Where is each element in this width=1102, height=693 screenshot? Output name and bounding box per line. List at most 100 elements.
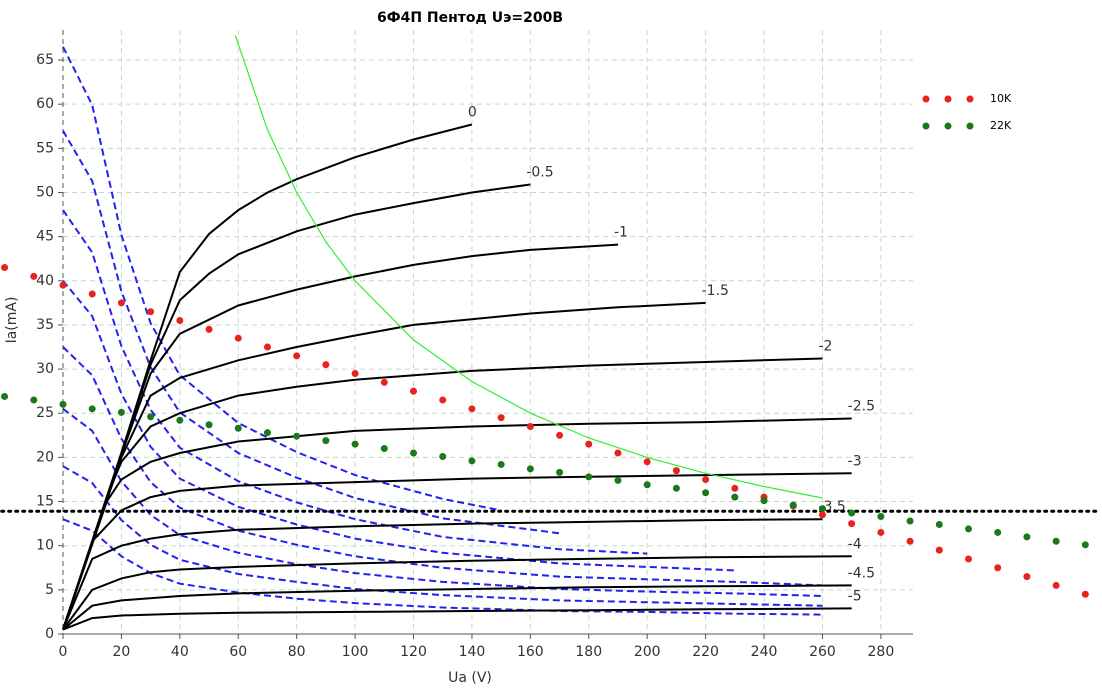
load-point bbox=[176, 416, 184, 424]
load-point bbox=[556, 468, 564, 476]
y-tick-label: 35 bbox=[36, 317, 54, 333]
load-point bbox=[789, 501, 797, 509]
load-point bbox=[818, 511, 826, 519]
legend-marker bbox=[966, 122, 974, 130]
load-point bbox=[1023, 533, 1031, 541]
load-point bbox=[439, 396, 447, 404]
load-point bbox=[176, 317, 184, 325]
x-tick-label: 220 bbox=[692, 644, 719, 660]
power-curve bbox=[234, 35, 823, 499]
x-tick-label: 160 bbox=[517, 644, 544, 660]
anode-curve bbox=[62, 301, 706, 630]
dashed-curve bbox=[62, 346, 823, 587]
x-axis-label: Ua (V) bbox=[448, 670, 492, 686]
load-point bbox=[322, 437, 330, 445]
x-tick-label: 120 bbox=[400, 644, 427, 660]
anode-curve bbox=[62, 518, 823, 630]
y-tick-label: 45 bbox=[36, 229, 54, 245]
chart-title: 6Ф4П Пентод Uэ=200В bbox=[377, 10, 563, 26]
x-tick-label: 40 bbox=[171, 644, 189, 660]
load-point bbox=[1, 392, 9, 400]
load-point bbox=[468, 457, 476, 465]
load-point bbox=[1052, 537, 1060, 545]
y-tick-label: 40 bbox=[36, 273, 54, 289]
curve-label: -2.5 bbox=[848, 399, 875, 415]
load-point bbox=[263, 429, 271, 437]
load-point bbox=[263, 343, 271, 351]
anode-curve bbox=[62, 357, 823, 630]
load-point bbox=[1081, 590, 1089, 598]
x-tick-label: 180 bbox=[575, 644, 602, 660]
anode-curve bbox=[62, 417, 852, 630]
curve-label: -1 bbox=[614, 225, 628, 241]
x-tick-label: 20 bbox=[113, 644, 131, 660]
dashed-curve bbox=[62, 46, 502, 512]
x-tick-label: 0 bbox=[59, 644, 68, 660]
load-point bbox=[994, 564, 1002, 572]
x-tick-label: 280 bbox=[868, 644, 895, 660]
legend-marker bbox=[922, 95, 930, 103]
load-point bbox=[877, 528, 885, 536]
load-point bbox=[380, 378, 388, 386]
curve-label: -0.5 bbox=[526, 165, 553, 181]
y-tick-label: 25 bbox=[36, 405, 54, 421]
y-tick-label: 20 bbox=[36, 449, 54, 465]
legend-marker bbox=[922, 122, 930, 130]
y-tick-label: 60 bbox=[36, 96, 54, 112]
anode-curve bbox=[62, 607, 852, 631]
load-point bbox=[497, 460, 505, 468]
x-tick-label: 100 bbox=[342, 644, 369, 660]
load-point bbox=[322, 361, 330, 369]
load-point bbox=[935, 546, 943, 554]
dashed-curve bbox=[62, 465, 823, 607]
y-tick-label: 5 bbox=[45, 582, 54, 598]
anode-curve bbox=[62, 183, 531, 630]
load-point bbox=[351, 440, 359, 448]
y-tick-label: 65 bbox=[36, 52, 54, 68]
load-point bbox=[672, 484, 680, 492]
x-tick-label: 60 bbox=[229, 644, 247, 660]
load-point bbox=[117, 299, 125, 307]
curve-label: -1.5 bbox=[702, 283, 729, 299]
y-axis-label: Ia(mA) bbox=[4, 297, 20, 344]
load-point bbox=[906, 537, 914, 545]
load-point bbox=[556, 431, 564, 439]
y-tick-label: 15 bbox=[36, 494, 54, 510]
legend-label: 10K bbox=[990, 92, 1012, 105]
load-point bbox=[497, 414, 505, 422]
load-point bbox=[59, 281, 67, 289]
load-point bbox=[468, 405, 476, 413]
load-point bbox=[964, 525, 972, 533]
load-point bbox=[614, 476, 622, 484]
legend-marker bbox=[966, 95, 974, 103]
curve-label: -5 bbox=[848, 588, 862, 604]
load-point bbox=[731, 484, 739, 492]
load-point bbox=[731, 493, 739, 501]
dashed-curve bbox=[62, 280, 735, 572]
load-point bbox=[293, 352, 301, 360]
y-tick-label: 0 bbox=[45, 626, 54, 642]
load-point bbox=[526, 465, 534, 473]
dashed-curve bbox=[62, 209, 648, 555]
load-point bbox=[234, 424, 242, 432]
dashed-curve bbox=[62, 130, 560, 535]
load-point bbox=[935, 521, 943, 529]
load-point bbox=[1, 264, 9, 272]
dashed-curve bbox=[62, 518, 823, 616]
dashed-curve bbox=[62, 408, 823, 597]
load-point bbox=[877, 513, 885, 521]
load-point bbox=[205, 421, 213, 429]
x-tick-label: 240 bbox=[751, 644, 778, 660]
load-point bbox=[848, 509, 856, 517]
load-point bbox=[380, 445, 388, 453]
load-point bbox=[205, 325, 213, 333]
load-point bbox=[818, 505, 826, 513]
y-tick-label: 30 bbox=[36, 361, 54, 377]
load-point bbox=[964, 555, 972, 563]
anode-curve bbox=[62, 243, 619, 630]
x-tick-label: 80 bbox=[288, 644, 306, 660]
load-point bbox=[760, 497, 768, 505]
load-point bbox=[410, 449, 418, 457]
load-point bbox=[906, 517, 914, 525]
